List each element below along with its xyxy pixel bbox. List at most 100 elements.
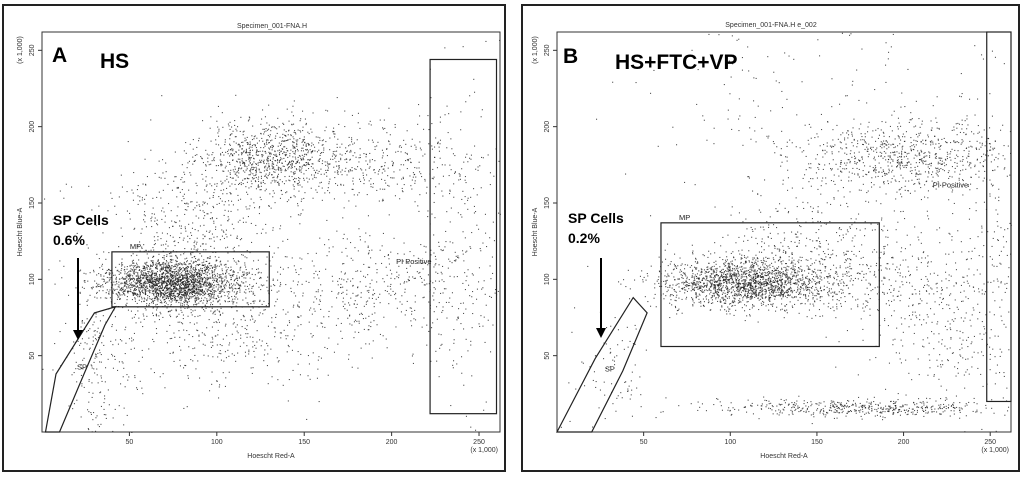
event-dot: [469, 95, 471, 97]
event-dot: [194, 295, 196, 297]
event-dot: [316, 191, 318, 193]
event-dot: [219, 261, 221, 263]
event-dot: [273, 252, 275, 254]
event-dot: [52, 369, 54, 371]
event-dot: [248, 178, 250, 180]
event-dot: [221, 282, 223, 284]
event-dot: [176, 267, 178, 269]
event-dot: [274, 151, 276, 153]
event-dot: [129, 218, 131, 220]
event-dot: [224, 276, 226, 278]
event-dot: [152, 315, 154, 317]
event-dot: [125, 277, 127, 279]
event-dot: [282, 309, 284, 311]
event-dot: [235, 261, 237, 263]
event-dot: [88, 391, 90, 393]
event-dot: [389, 285, 391, 287]
event-dot: [289, 160, 291, 162]
event-dot: [280, 190, 282, 192]
event-dot: [216, 309, 218, 311]
event-dot: [151, 287, 153, 289]
event-dot: [262, 140, 264, 142]
event-dot: [155, 290, 157, 292]
event-dot: [297, 205, 299, 207]
event-dot: [230, 283, 232, 285]
event-dot: [119, 293, 121, 295]
event-dot: [406, 152, 408, 154]
event-dot: [191, 284, 193, 286]
event-dot: [142, 292, 144, 294]
event-dot: [376, 281, 378, 283]
event-dot: [231, 286, 233, 288]
event-dot: [192, 296, 194, 298]
event-dot: [277, 160, 279, 162]
event-dot: [277, 379, 279, 381]
event-dot: [129, 282, 131, 284]
event-dot: [234, 120, 236, 122]
event-dot: [398, 274, 400, 276]
event-dot: [182, 290, 184, 292]
event-dot: [151, 260, 153, 262]
event-dot: [275, 155, 277, 157]
event-dot: [146, 267, 148, 269]
event-dot: [286, 147, 288, 149]
event-dot: [227, 349, 229, 351]
event-dot: [133, 271, 135, 273]
event-dot: [320, 152, 322, 154]
event-dot: [493, 240, 495, 242]
event-dot: [287, 139, 289, 141]
event-dot: [213, 278, 215, 280]
event-dot: [141, 199, 143, 201]
event-dot: [297, 316, 299, 318]
event-dot: [226, 178, 228, 180]
event-dot: [174, 221, 176, 223]
event-dot: [198, 258, 200, 260]
event-dot: [146, 315, 148, 317]
event-dot: [181, 294, 183, 296]
event-dot: [321, 144, 323, 146]
event-dot: [119, 298, 121, 300]
event-dot: [216, 344, 218, 346]
event-dot: [419, 171, 421, 173]
event-dot: [284, 170, 286, 172]
event-dot: [181, 282, 183, 284]
event-dot: [448, 113, 450, 115]
event-dot: [239, 182, 241, 184]
event-dot: [213, 158, 215, 160]
event-dot: [325, 126, 327, 128]
event-dot: [220, 154, 222, 156]
event-dot: [192, 286, 194, 288]
event-dot: [296, 141, 298, 143]
event-dot: [180, 300, 182, 302]
event-dot: [194, 347, 196, 349]
event-dot: [485, 304, 487, 306]
event-dot: [145, 183, 147, 185]
event-dot: [319, 299, 321, 301]
event-dot: [305, 153, 307, 155]
event-dot: [379, 333, 381, 335]
event-dot: [399, 283, 401, 285]
event-dot: [369, 161, 371, 163]
event-dot: [490, 351, 492, 353]
event-dot: [439, 116, 441, 118]
event-dot: [287, 311, 289, 313]
event-dot: [159, 278, 161, 280]
event-dot: [283, 151, 285, 153]
event-dot: [235, 179, 237, 181]
event-dot: [239, 146, 241, 148]
event-dot: [244, 137, 246, 139]
event-dot: [222, 230, 224, 232]
event-dot: [330, 158, 332, 160]
event-dot: [222, 182, 224, 184]
event-dot: [193, 284, 195, 286]
event-dot: [277, 279, 279, 281]
event-dot: [183, 304, 185, 306]
event-dot: [160, 278, 162, 280]
event-dot: [134, 294, 136, 296]
event-dot: [174, 282, 176, 284]
event-dot: [179, 292, 181, 294]
event-dot: [150, 287, 152, 289]
event-dot: [301, 283, 303, 285]
event-dot: [206, 291, 208, 293]
event-dot: [117, 294, 119, 296]
